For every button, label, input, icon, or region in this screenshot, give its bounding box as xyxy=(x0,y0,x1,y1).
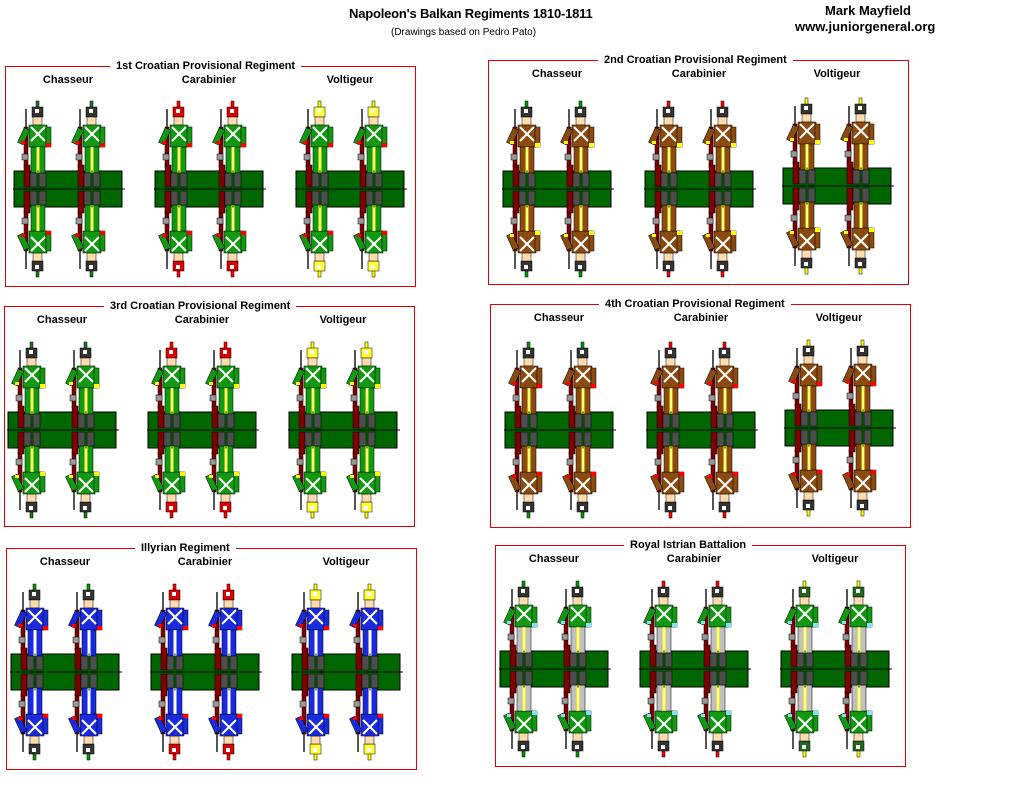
company-label: Voltigeur xyxy=(813,68,861,80)
company-label: Chasseur xyxy=(533,312,585,324)
soldier-figures xyxy=(295,100,407,278)
page-subtitle: (Drawings based on Pedro Pato) xyxy=(391,27,537,38)
company-unit-voltigeur: Voltigeur xyxy=(782,68,894,278)
soldier-figures xyxy=(150,583,262,761)
soldier-figures xyxy=(784,339,896,517)
company-unit-carabinier: Carabinier xyxy=(150,556,262,766)
company-label: Voltigeur xyxy=(322,556,370,568)
company-label: Chasseur xyxy=(528,553,580,565)
regiment-title: 3rd Croatian Provisional Regiment xyxy=(104,298,297,314)
company-label: Chasseur xyxy=(36,314,88,326)
company-unit-chasseur: Chasseur xyxy=(7,314,119,524)
company-label: Carabinier xyxy=(181,74,237,86)
company-unit-carabinier: Carabinier xyxy=(644,68,756,278)
company-label: Chasseur xyxy=(531,68,583,80)
company-unit-chasseur: Chasseur xyxy=(10,556,122,766)
company-unit-carabinier: Carabinier xyxy=(639,553,751,763)
regiment-panel: 4th Croatian Provisional Regiment Chasseu… xyxy=(490,296,911,528)
regiment-panel: 3rd Croatian Provisional Regiment Chasseu… xyxy=(4,298,415,527)
soldier-figures xyxy=(782,97,894,275)
company-unit-voltigeur: Voltigeur xyxy=(780,553,892,763)
company-label: Carabinier xyxy=(666,553,722,565)
company-label: Chasseur xyxy=(39,556,91,568)
author-name: Mark Mayfield xyxy=(825,3,911,18)
company-label: Carabinier xyxy=(177,556,233,568)
company-unit-voltigeur: Voltigeur xyxy=(784,312,896,522)
company-unit-voltigeur: Voltigeur xyxy=(291,556,403,766)
company-label: Carabinier xyxy=(671,68,727,80)
regiment-title: 4th Croatian Provisional Regiment xyxy=(599,296,791,312)
company-label: Voltigeur xyxy=(319,314,367,326)
soldier-figures xyxy=(291,583,403,761)
soldier-figures xyxy=(639,580,751,758)
regiment-title: Royal Istrian Battalion xyxy=(624,537,753,553)
company-unit-voltigeur: Voltigeur xyxy=(288,314,400,524)
regiment-panel: Royal Istrian Battalion Chasseur Carabinie… xyxy=(495,537,906,767)
company-unit-carabinier: Carabinier xyxy=(154,74,266,284)
regiment-panel: 1st Croatian Provisional Regiment Chasseu… xyxy=(5,58,416,287)
soldier-figures xyxy=(646,341,758,519)
regiment-title: 2nd Croatian Provisional Regiment xyxy=(598,52,793,68)
company-label: Voltigeur xyxy=(811,553,859,565)
soldier-figures xyxy=(147,341,259,519)
soldier-figures xyxy=(154,100,266,278)
soldier-figures xyxy=(502,100,614,278)
company-unit-chasseur: Chasseur xyxy=(499,553,611,763)
regiment-title: 1st Croatian Provisional Regiment xyxy=(110,58,302,74)
soldier-figures xyxy=(780,580,892,758)
company-unit-chasseur: Chasseur xyxy=(502,68,614,278)
soldier-figures xyxy=(288,341,400,519)
website-link[interactable]: www.juniorgeneral.org xyxy=(795,19,936,34)
company-label: Chasseur xyxy=(42,74,94,86)
soldier-figures xyxy=(13,100,125,278)
page-title: Napoleon's Balkan Regiments 1810-1811 xyxy=(349,6,593,21)
soldier-figures xyxy=(7,341,119,519)
company-unit-carabinier: Carabinier xyxy=(646,312,758,522)
company-label: Voltigeur xyxy=(815,312,863,324)
company-label: Carabinier xyxy=(174,314,230,326)
company-label: Voltigeur xyxy=(326,74,374,86)
company-label: Carabinier xyxy=(673,312,729,324)
soldier-figures xyxy=(644,100,756,278)
soldier-figures xyxy=(499,580,611,758)
regiment-panel: 2nd Croatian Provisional Regiment Chasseu… xyxy=(488,52,909,285)
soldier-figures xyxy=(10,583,122,761)
company-unit-chasseur: Chasseur xyxy=(13,74,125,284)
regiment-panel: Illyrian Regiment Chasseur Carabinier Volti… xyxy=(6,540,417,770)
company-unit-chasseur: Chasseur xyxy=(504,312,616,522)
company-unit-voltigeur: Voltigeur xyxy=(295,74,407,284)
soldier-figures xyxy=(504,341,616,519)
company-unit-carabinier: Carabinier xyxy=(147,314,259,524)
regiment-title: Illyrian Regiment xyxy=(135,540,236,556)
